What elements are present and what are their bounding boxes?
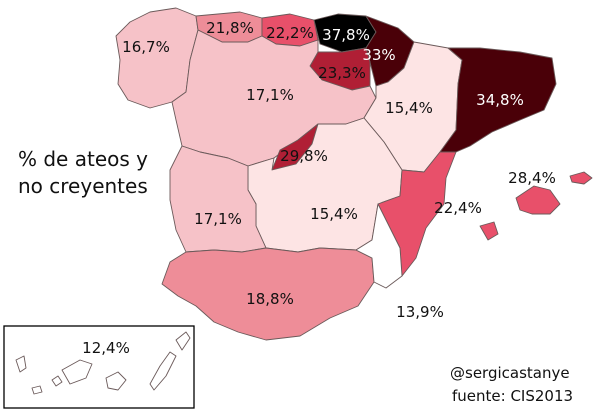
label-aragon: 15,4%	[385, 99, 433, 117]
label-andalucia: 18,8%	[246, 290, 294, 308]
label-la-rioja: 23,3%	[318, 64, 366, 82]
region-andalucia	[161, 247, 375, 341]
canarias-inset-frame	[3, 325, 195, 409]
map-title-line-2: no creyentes	[18, 174, 148, 198]
region-baleares-menorca	[569, 171, 593, 185]
label-navarra: 33%	[362, 46, 395, 64]
region-canarias-lanzarote	[175, 331, 191, 351]
region-canarias-hierro	[31, 385, 43, 395]
region-cataluna	[439, 47, 557, 153]
label-castilla-la-mancha: 15,4%	[310, 205, 358, 223]
label-valencia: 22,4%	[434, 199, 482, 217]
label-cantabria: 22,2%	[266, 24, 314, 42]
label-castilla-leon: 17,1%	[246, 86, 294, 104]
region-murcia	[355, 203, 403, 289]
label-baleares: 28,4%	[508, 169, 556, 187]
label-asturias: 21,8%	[206, 19, 254, 37]
region-canarias-gomera	[51, 375, 63, 387]
label-madrid: 29,8%	[280, 147, 328, 165]
source-credit: fuente: CIS2013	[452, 387, 573, 405]
label-galicia: 16,7%	[122, 38, 170, 56]
label-canarias: 12,4%	[82, 339, 130, 357]
region-baleares-ibiza	[479, 221, 499, 241]
map-title-line-1: % de ateos y	[18, 147, 148, 171]
author-credit: @sergicastanye	[450, 364, 570, 382]
region-baleares-mallorca	[515, 185, 561, 215]
region-canarias-grancanaria	[105, 371, 127, 391]
region-canarias-lapalma	[15, 355, 27, 373]
region-canarias-tenerife	[61, 359, 93, 385]
label-pais-vasco: 37,8%	[322, 26, 370, 44]
label-extremadura: 17,1%	[194, 210, 242, 228]
region-valencia	[377, 151, 457, 277]
label-murcia: 13,9%	[396, 303, 444, 321]
region-canarias-fuerteventura	[149, 351, 177, 391]
label-cataluna: 34,8%	[476, 91, 524, 109]
